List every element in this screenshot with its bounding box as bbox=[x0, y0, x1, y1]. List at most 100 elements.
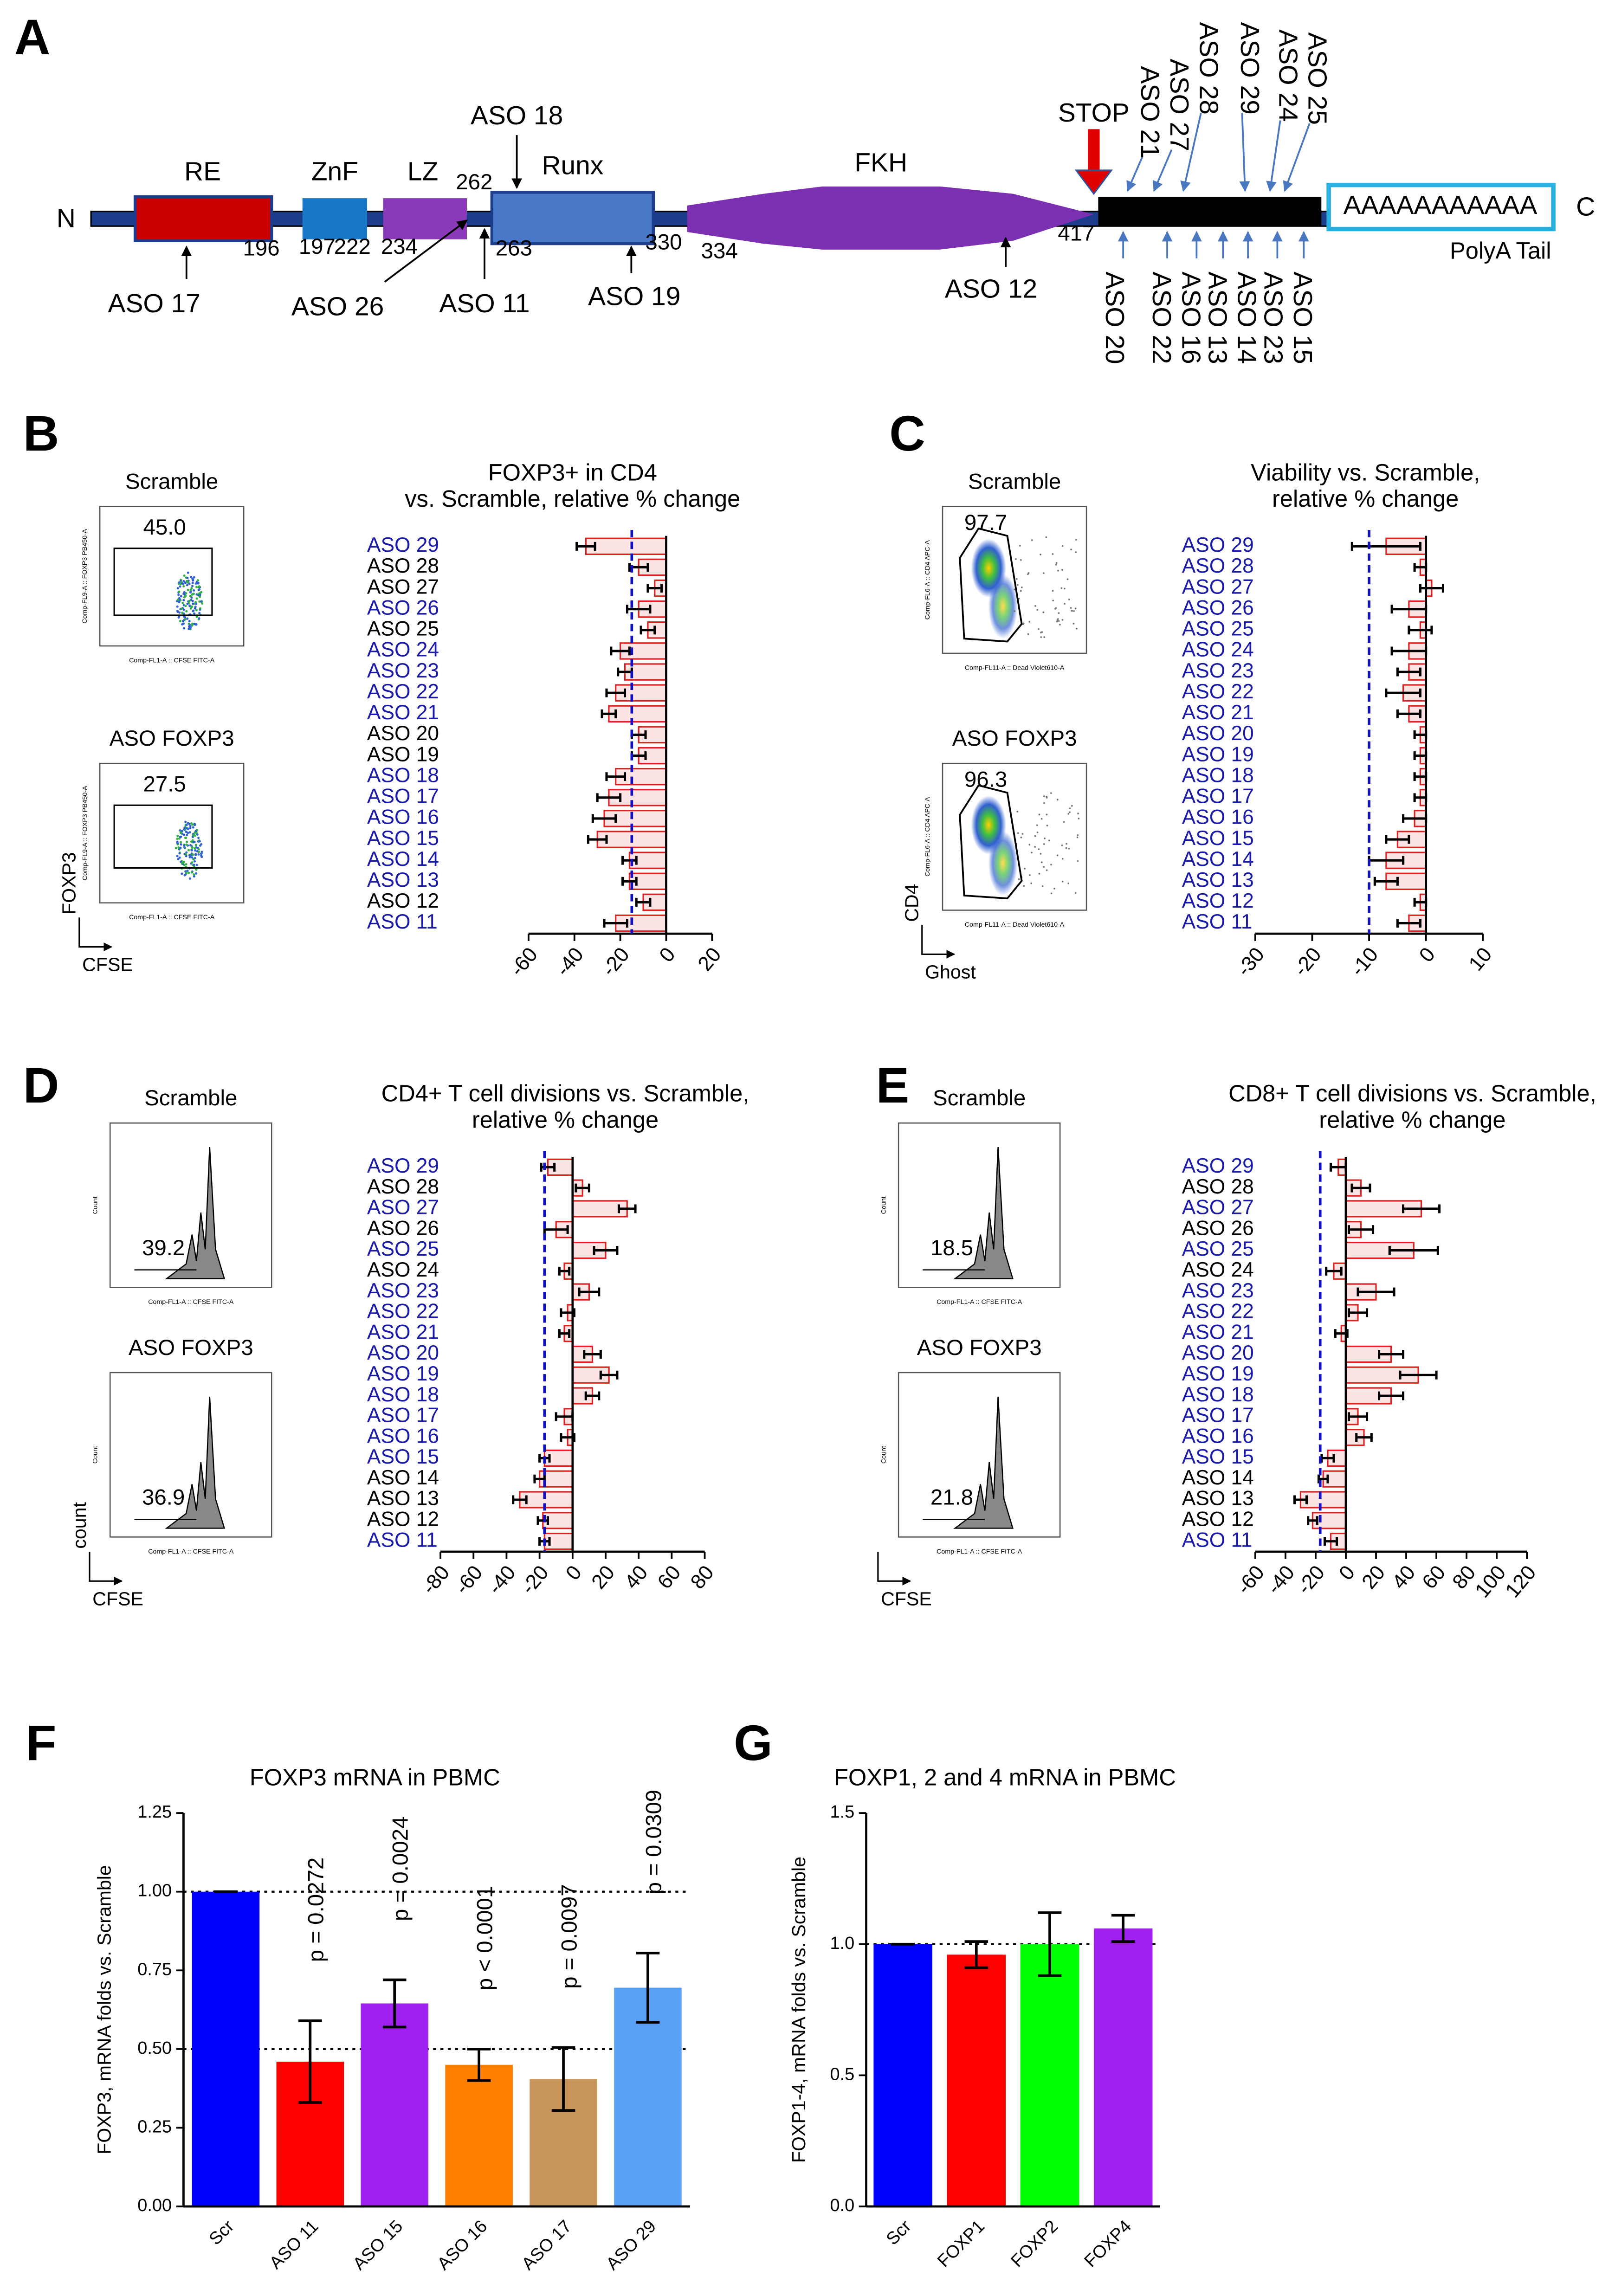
error-bar bbox=[601, 709, 617, 718]
event-dot bbox=[1050, 792, 1052, 794]
event-dot bbox=[1061, 545, 1064, 547]
event-dot bbox=[189, 591, 192, 594]
gate-value: 18.5 bbox=[930, 1236, 973, 1260]
category-label: ASO 22 bbox=[1182, 1300, 1254, 1323]
inset-axis-name: CFSE bbox=[881, 1588, 932, 1609]
category-label: ASO 19 bbox=[367, 743, 439, 766]
event-dot bbox=[186, 617, 189, 620]
x-tick-label: -30 bbox=[1233, 943, 1269, 981]
event-dot bbox=[178, 590, 181, 593]
event-dot bbox=[192, 858, 195, 861]
event-dot bbox=[1023, 885, 1025, 887]
gate bbox=[113, 548, 213, 616]
error-bar bbox=[583, 1350, 602, 1359]
aso-label: ASO 24 bbox=[1273, 29, 1303, 122]
inset-axis-name: CD4 bbox=[901, 884, 923, 922]
domain-lz bbox=[383, 198, 467, 239]
error-bar bbox=[617, 1204, 637, 1213]
event-dot bbox=[195, 586, 198, 588]
category-label: ASO 12 bbox=[1182, 1508, 1254, 1531]
histogram bbox=[165, 1147, 226, 1279]
event-dot bbox=[194, 849, 197, 852]
panel-letter: G bbox=[734, 1715, 773, 1771]
category-label: ASO 26 bbox=[1182, 596, 1254, 619]
event-dot bbox=[176, 840, 179, 843]
event-dot bbox=[183, 596, 186, 599]
event-dot bbox=[180, 607, 183, 610]
category-label: ASO 17 bbox=[367, 785, 439, 808]
x-tick-label: Scr bbox=[206, 2216, 238, 2249]
position-label: 234 bbox=[381, 234, 418, 259]
event-dot bbox=[189, 588, 192, 591]
x-tick-label: -60 bbox=[1233, 1561, 1269, 1599]
category-label: ASO 14 bbox=[1182, 1466, 1254, 1489]
event-dot bbox=[1020, 559, 1022, 561]
x-tick-label: ASO 11 bbox=[266, 2217, 323, 2273]
error-bar bbox=[558, 1329, 571, 1338]
category-label: ASO 22 bbox=[367, 680, 439, 703]
polya-label: PolyA Tail bbox=[1450, 238, 1551, 264]
event-dot bbox=[188, 620, 191, 623]
chart-title: FOXP3+ in CD4 bbox=[488, 459, 657, 485]
event-dot bbox=[200, 851, 203, 853]
inset-y-axis: Count bbox=[880, 1196, 887, 1214]
y-tick-label: 1.25 bbox=[137, 1802, 172, 1822]
event-dot bbox=[1036, 831, 1039, 833]
x-tick-label: -20 bbox=[597, 943, 634, 981]
p-value: p = 0.0097 bbox=[557, 1884, 581, 1989]
aso-arrow bbox=[1153, 149, 1173, 192]
panel-letter: C bbox=[889, 406, 925, 461]
error-bar bbox=[1385, 835, 1410, 844]
event-dot bbox=[179, 841, 182, 844]
gate-value: 96.3 bbox=[964, 767, 1007, 792]
category-label: ASO 25 bbox=[1182, 1238, 1254, 1260]
category-label: ASO 26 bbox=[1182, 1217, 1254, 1239]
x-tick-label: 100 bbox=[1471, 1561, 1510, 1602]
event-dot bbox=[190, 849, 193, 852]
error-bar bbox=[603, 919, 628, 928]
category-label: ASO 11 bbox=[367, 1529, 438, 1551]
category-label: ASO 27 bbox=[367, 575, 439, 598]
event-dot bbox=[194, 582, 197, 585]
x-tick-label: 0 bbox=[1335, 1561, 1359, 1584]
event-dot bbox=[1031, 539, 1033, 541]
event-dot bbox=[198, 851, 200, 853]
event-dot bbox=[176, 838, 179, 840]
event-dot bbox=[1040, 853, 1042, 855]
category-label: ASO 24 bbox=[1182, 638, 1254, 661]
gate bbox=[959, 527, 1023, 643]
error-bar bbox=[593, 1246, 619, 1255]
event-dot bbox=[185, 592, 187, 595]
event-dot bbox=[1066, 578, 1069, 580]
event-dot bbox=[182, 861, 185, 864]
inset-title: ASO FOXP3 bbox=[129, 1335, 253, 1360]
event-dot bbox=[1020, 590, 1022, 592]
gate-value: 36.9 bbox=[142, 1485, 185, 1510]
event-dot bbox=[192, 609, 195, 612]
category-label: ASO 15 bbox=[367, 827, 439, 850]
x-tick-label: 0 bbox=[562, 1561, 586, 1584]
category-label: ASO 26 bbox=[367, 1217, 439, 1239]
event-dot bbox=[1077, 813, 1079, 815]
aso-label: ASO 25 bbox=[1303, 32, 1332, 125]
inset-y-axis: Comp-FL6-A :: CD4 APC-A bbox=[924, 797, 931, 877]
event-dot bbox=[1046, 869, 1048, 871]
event-dot bbox=[183, 846, 186, 849]
inset-y-axis: Count bbox=[91, 1196, 99, 1214]
event-dot bbox=[193, 612, 196, 615]
inset-y-axis: Comp-FL9-A :: FOXP3 PB450-A bbox=[81, 529, 89, 623]
event-dot bbox=[1016, 578, 1018, 580]
event-dot bbox=[194, 844, 197, 846]
event-dot bbox=[185, 871, 187, 874]
aso-label: ASO 23 bbox=[1259, 271, 1288, 364]
error-bar bbox=[1357, 1287, 1395, 1296]
error-bar bbox=[1347, 1412, 1369, 1421]
event-dot bbox=[191, 861, 194, 864]
event-dot bbox=[1063, 821, 1065, 823]
position-label: 330 bbox=[645, 230, 682, 255]
error-bar bbox=[596, 793, 622, 802]
inset-frame bbox=[99, 506, 245, 647]
category-label: ASO 11 bbox=[1182, 1529, 1253, 1551]
y-tick-label: 0.5 bbox=[830, 2064, 854, 2084]
inset-frame bbox=[898, 1372, 1061, 1538]
